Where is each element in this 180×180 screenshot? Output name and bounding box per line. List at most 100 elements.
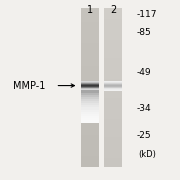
Bar — [104, 143, 122, 146]
Bar — [81, 85, 99, 86]
Bar — [81, 90, 99, 93]
Bar — [104, 93, 122, 96]
Bar — [81, 58, 99, 62]
Bar — [81, 156, 99, 159]
Bar — [81, 61, 99, 64]
Bar — [104, 90, 122, 91]
Bar — [81, 90, 99, 91]
Bar — [81, 95, 99, 97]
Bar — [81, 108, 99, 112]
Bar — [104, 11, 122, 14]
Bar — [81, 74, 99, 77]
Bar — [81, 161, 99, 164]
Bar — [104, 61, 122, 64]
Bar — [81, 116, 99, 118]
Bar — [104, 81, 122, 82]
Bar — [104, 8, 122, 12]
Bar — [104, 98, 122, 101]
Bar — [81, 87, 99, 88]
Bar — [81, 118, 99, 120]
Bar — [104, 30, 122, 33]
Bar — [81, 37, 99, 40]
Bar — [104, 88, 122, 89]
Bar — [81, 82, 99, 83]
Bar — [104, 132, 122, 135]
Bar — [81, 158, 99, 161]
Bar — [104, 37, 122, 40]
Bar — [104, 85, 122, 88]
Bar — [104, 35, 122, 38]
Bar — [81, 85, 99, 86]
Bar — [81, 110, 99, 112]
Bar — [81, 86, 99, 87]
Bar — [81, 87, 99, 88]
Bar — [104, 140, 122, 143]
Bar — [104, 85, 122, 86]
Bar — [81, 114, 99, 116]
Bar — [81, 81, 99, 82]
Bar — [81, 69, 99, 72]
Bar — [81, 103, 99, 105]
Bar — [81, 90, 99, 93]
Text: 2: 2 — [110, 5, 116, 15]
Bar — [81, 129, 99, 132]
Bar — [81, 95, 99, 98]
Bar — [81, 93, 99, 96]
Text: -117: -117 — [137, 10, 158, 19]
Bar — [81, 85, 99, 88]
Bar — [104, 85, 122, 86]
Bar — [81, 88, 99, 89]
Bar — [81, 24, 99, 27]
Bar — [81, 116, 99, 119]
Bar — [104, 89, 122, 90]
Bar — [104, 119, 122, 122]
Bar — [81, 32, 99, 35]
Bar — [104, 53, 122, 56]
Bar — [81, 137, 99, 140]
Bar — [81, 106, 99, 109]
Bar — [104, 161, 122, 164]
Text: -49: -49 — [137, 68, 152, 77]
Bar — [81, 45, 99, 48]
Bar — [81, 16, 99, 19]
Bar — [81, 153, 99, 156]
Bar — [81, 148, 99, 151]
Bar — [104, 83, 122, 84]
Bar — [81, 119, 99, 122]
Bar — [104, 108, 122, 112]
Bar — [104, 22, 122, 25]
Bar — [81, 89, 99, 90]
Bar — [81, 79, 99, 83]
Bar — [104, 27, 122, 30]
Bar — [81, 114, 99, 117]
Bar — [81, 127, 99, 130]
Bar — [81, 105, 99, 108]
Bar — [104, 40, 122, 43]
Bar — [104, 72, 122, 75]
Bar — [104, 87, 122, 88]
Bar — [104, 127, 122, 130]
Bar — [104, 16, 122, 19]
Bar — [81, 164, 99, 167]
Bar — [81, 8, 99, 12]
Bar — [104, 45, 122, 48]
Bar — [104, 100, 122, 104]
Bar — [104, 48, 122, 51]
Text: 1: 1 — [87, 5, 93, 15]
Bar — [81, 111, 99, 114]
Bar — [104, 137, 122, 140]
Bar — [81, 22, 99, 25]
Bar — [81, 82, 99, 85]
Bar — [81, 81, 99, 82]
Bar — [81, 53, 99, 56]
Bar — [81, 14, 99, 17]
Bar — [81, 89, 99, 90]
Bar — [104, 64, 122, 67]
Bar — [104, 19, 122, 22]
Bar — [81, 97, 99, 99]
Text: -85: -85 — [137, 28, 152, 37]
Bar — [81, 107, 99, 110]
Bar — [104, 129, 122, 132]
Bar — [81, 120, 99, 123]
Bar — [104, 77, 122, 80]
